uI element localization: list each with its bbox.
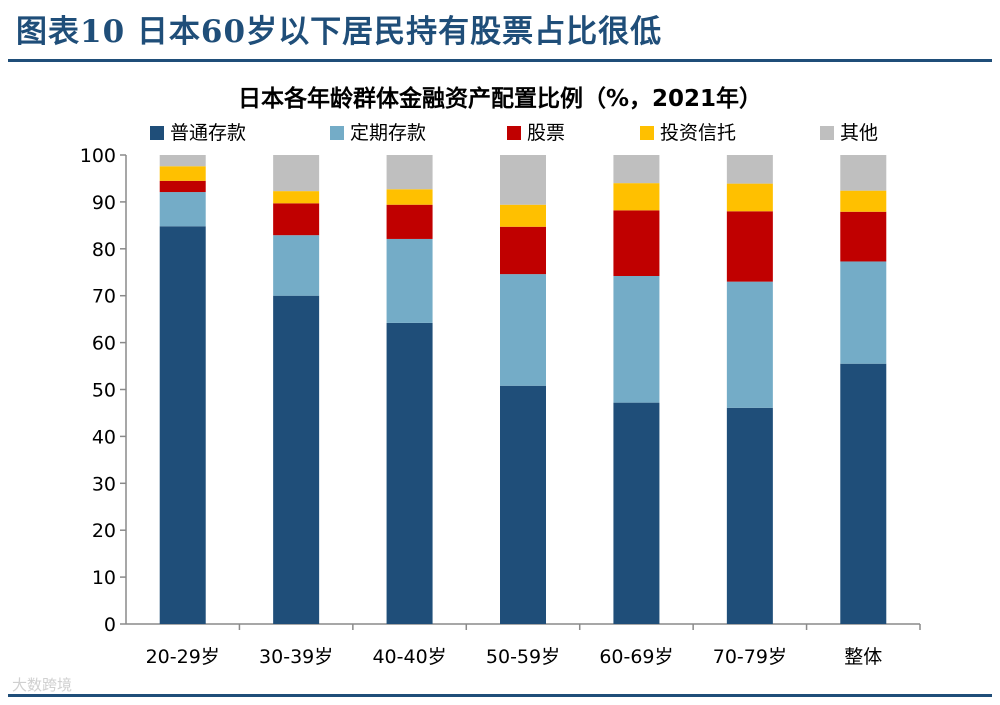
watermark-text: 大数跨境 xyxy=(12,676,73,694)
bar-4-3 xyxy=(500,226,546,275)
bar-6-1 xyxy=(726,407,773,624)
bar-5-1 xyxy=(613,402,660,624)
bar-4-5 xyxy=(500,155,546,205)
bar-4-2 xyxy=(500,274,546,386)
legend-swatch-4 xyxy=(640,126,654,140)
bar-7-4 xyxy=(840,190,887,212)
x-tick-label: 20-29岁 xyxy=(146,646,220,668)
bar-2-3 xyxy=(273,203,320,236)
x-tick-label: 40-40岁 xyxy=(372,646,446,668)
y-tick-label: 90 xyxy=(92,192,116,214)
bar-6-4 xyxy=(726,183,773,212)
bar-1-2 xyxy=(159,192,206,227)
legend-swatch-5 xyxy=(820,126,834,140)
bar-4-4 xyxy=(500,204,546,227)
bar-5-4 xyxy=(613,183,660,211)
y-tick-label: 60 xyxy=(92,333,116,355)
bar-3-2 xyxy=(386,238,433,323)
x-tick-label: 70-79岁 xyxy=(713,646,787,668)
legend-label-3: 股票 xyxy=(527,122,565,144)
figure-title: 图表10 日本60岁以下居民持有股票占比很低 xyxy=(16,14,663,50)
y-tick-label: 100 xyxy=(80,145,116,167)
legend-label-2: 定期存款 xyxy=(350,122,426,144)
bar-3-4 xyxy=(386,189,433,205)
bar-3-5 xyxy=(386,155,433,190)
bar-2-1 xyxy=(273,295,320,624)
x-tick-label: 30-39岁 xyxy=(259,646,333,668)
bar-2-4 xyxy=(273,191,320,204)
y-tick-label: 40 xyxy=(92,426,116,448)
bar-5-3 xyxy=(613,210,660,277)
bar-7-1 xyxy=(840,363,887,624)
bar-1-1 xyxy=(159,226,206,624)
legend-label-5: 其他 xyxy=(840,122,878,144)
bar-7-2 xyxy=(840,261,887,364)
bar-2-2 xyxy=(273,235,320,296)
y-tick-label: 10 xyxy=(92,567,116,589)
bar-1-3 xyxy=(159,180,206,193)
legend-swatch-1 xyxy=(150,126,164,140)
y-tick-label: 50 xyxy=(92,380,116,402)
bar-7-3 xyxy=(840,211,887,262)
bar-7-5 xyxy=(840,155,887,191)
bar-6-5 xyxy=(726,155,773,184)
bar-5-5 xyxy=(613,155,660,184)
bar-6-3 xyxy=(726,211,773,282)
bar-4-1 xyxy=(500,385,546,624)
bar-5-2 xyxy=(613,276,660,403)
bottom-divider xyxy=(8,694,992,697)
y-tick-label: 20 xyxy=(92,520,116,542)
chart-title: 日本各年龄群体金融资产配置比例（%，2021年） xyxy=(238,85,762,112)
legend-swatch-3 xyxy=(507,126,521,140)
bar-1-4 xyxy=(159,166,206,181)
x-tick-label: 50-59岁 xyxy=(486,646,560,668)
y-tick-label: 70 xyxy=(92,286,116,308)
bar-6-2 xyxy=(726,281,773,408)
legend-label-1: 普通存款 xyxy=(170,122,246,144)
legend-swatch-2 xyxy=(330,126,344,140)
bar-1-5 xyxy=(159,155,206,167)
x-tick-label: 60-69岁 xyxy=(599,646,673,668)
bar-3-1 xyxy=(386,322,433,624)
y-tick-label: 30 xyxy=(92,473,116,495)
y-tick-label: 0 xyxy=(104,614,116,636)
bar-2-5 xyxy=(273,155,320,192)
x-tick-label: 整体 xyxy=(844,646,882,668)
bar-3-3 xyxy=(386,204,433,239)
legend-label-4: 投资信托 xyxy=(660,122,736,144)
y-tick-label: 80 xyxy=(92,239,116,261)
title-divider xyxy=(8,59,992,62)
